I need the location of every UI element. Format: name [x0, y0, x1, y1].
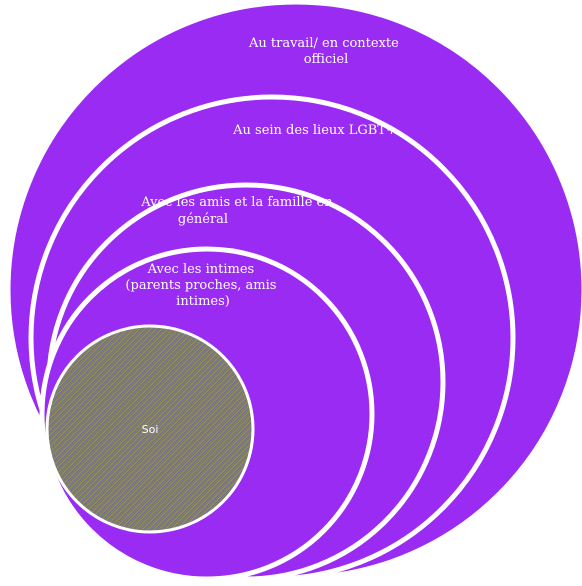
ring-friends-family-label-line: général	[178, 212, 228, 227]
ring-friends-family-label: Avec les amis et la famille en général	[140, 195, 337, 227]
ring-intimates-label-line: intimes)	[176, 294, 230, 309]
ring-lgbt-places-label-line: Au sein des lieux LGBT+	[232, 123, 397, 138]
ring-work-label-line: officiel	[304, 52, 349, 67]
ring-work-label-line: Au travail/ en contexte	[248, 36, 399, 51]
center-self-label: Soi	[142, 423, 159, 436]
ring-intimates-label: Avec les intimes (parents proches, amis …	[125, 262, 280, 309]
ring-intimates-label-line: (parents proches, amis	[125, 278, 276, 293]
ring-lgbt-places-label: Au sein des lieux LGBT+	[232, 123, 397, 138]
center-self-circle	[45, 324, 255, 534]
ring-work-label: Au travail/ en contexte officiel	[248, 36, 403, 67]
ring-friends-family-label-line: Avec les amis et la famille en	[140, 195, 333, 210]
ring-intimates-label-line: Avec les intimes	[147, 262, 255, 277]
